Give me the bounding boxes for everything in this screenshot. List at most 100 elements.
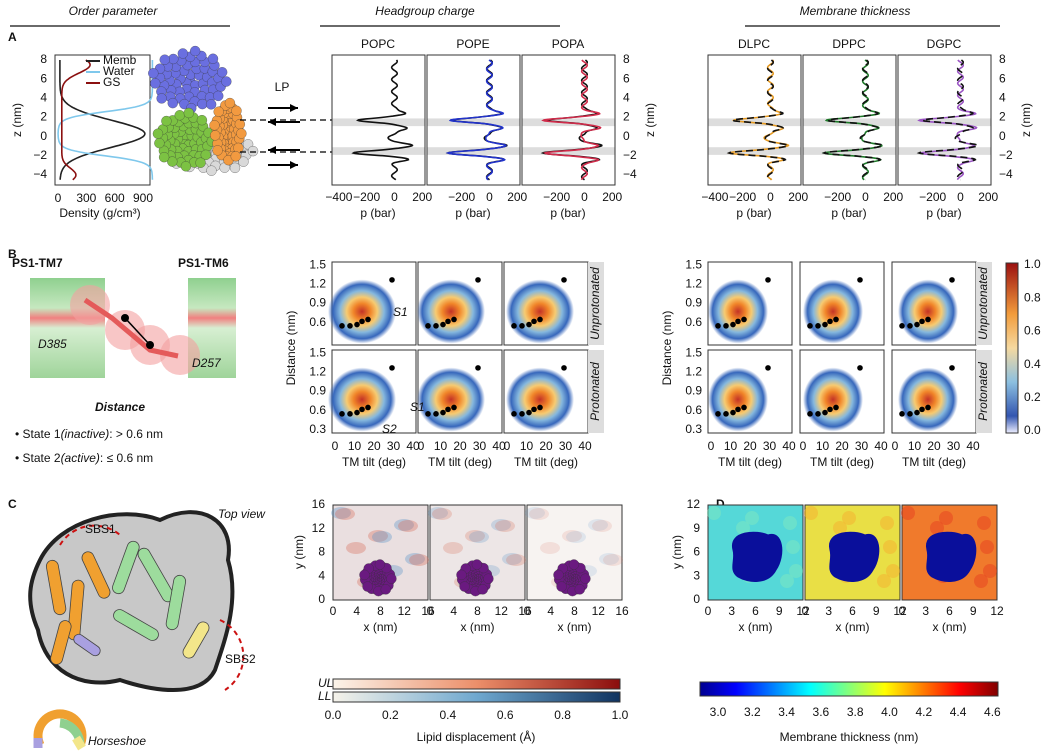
pressure-profile bbox=[726, 59, 789, 181]
bead bbox=[156, 93, 167, 104]
x-tick-label: 3 bbox=[922, 604, 929, 618]
bead bbox=[207, 53, 219, 64]
colorbar-tick-label: 0.6 bbox=[497, 708, 514, 722]
lp-label: LP bbox=[275, 80, 290, 94]
reference-point bbox=[949, 277, 955, 283]
bead bbox=[568, 559, 580, 570]
side-chain bbox=[160, 335, 200, 375]
x-tick-label: 0 bbox=[391, 190, 398, 204]
colorbar-tick-label: 0.2 bbox=[1024, 390, 1041, 404]
x-tick-label: 3 bbox=[825, 604, 832, 618]
panel-title: POPE bbox=[456, 37, 489, 51]
x-tick-label: 9 bbox=[970, 604, 977, 618]
pressure-profile bbox=[821, 59, 884, 181]
density-curve bbox=[59, 60, 146, 180]
displacement-patch bbox=[469, 531, 489, 543]
y-tick-label: 0 bbox=[318, 592, 325, 606]
reference-point bbox=[526, 321, 532, 328]
x-tick-label: 16 bbox=[615, 604, 629, 618]
y-tick-label: 0.9 bbox=[685, 384, 702, 398]
thickness-patch bbox=[789, 564, 803, 578]
x-tick-label: 0 bbox=[899, 604, 906, 618]
reference-point bbox=[919, 406, 925, 413]
reference-point bbox=[730, 409, 736, 416]
x-axis-label: p (bar) bbox=[455, 206, 490, 220]
reference-point bbox=[433, 411, 439, 417]
x-tick-label: 9 bbox=[776, 604, 783, 618]
x-tick-label: 300 bbox=[76, 191, 96, 205]
y-tick-label: 2 bbox=[623, 110, 630, 124]
x-axis-label: p (bar) bbox=[736, 206, 771, 220]
density-cloud bbox=[417, 279, 485, 344]
y-axis-label: Distance (nm) bbox=[660, 311, 674, 386]
displacement-patch bbox=[529, 508, 549, 520]
colorbar-tick-label: 0.4 bbox=[439, 708, 456, 722]
y-tick-label: 12 bbox=[312, 521, 326, 535]
y-tick-label: 12 bbox=[687, 497, 701, 511]
section-header: Order parameter bbox=[69, 4, 159, 18]
colorbar-tick-label: 3.2 bbox=[744, 705, 761, 719]
plot-frame bbox=[707, 54, 802, 186]
density-cloud bbox=[898, 367, 958, 432]
bead bbox=[197, 98, 208, 110]
reference-point bbox=[445, 406, 451, 413]
reference-point bbox=[815, 411, 821, 417]
x-tick-label: 0 bbox=[862, 190, 869, 204]
reference-point bbox=[451, 404, 457, 411]
bead bbox=[167, 97, 178, 109]
bead bbox=[190, 45, 201, 57]
reference-point bbox=[425, 411, 431, 417]
leaflet-label: LL bbox=[318, 689, 331, 703]
density-cloud bbox=[803, 367, 863, 432]
colorbar-label: Lipid displacement (Å) bbox=[417, 729, 536, 744]
y-tick-label: 1.2 bbox=[309, 365, 326, 379]
x-tick-label: 12 bbox=[893, 604, 907, 618]
y-tick-label: −2 bbox=[33, 148, 47, 162]
density-cloud bbox=[328, 279, 396, 344]
x-tick-label: 40 bbox=[406, 439, 420, 453]
x-axis-label: Density (g/cm³) bbox=[59, 206, 140, 220]
y-tick-label: 0.3 bbox=[309, 422, 326, 436]
side-chain-bonds bbox=[83, 297, 179, 359]
x-tick-label: −200 bbox=[353, 190, 380, 204]
reference-point bbox=[899, 411, 905, 417]
x-tick-label: 12 bbox=[592, 604, 606, 618]
legend-entry: Memb bbox=[103, 53, 137, 67]
plot-frame bbox=[331, 54, 426, 186]
y-tick-label: 0 bbox=[623, 129, 630, 143]
colorbar-tick-label: 0.4 bbox=[1024, 357, 1041, 371]
x-tick-label: 6 bbox=[752, 604, 759, 618]
x-tick-label: 12 bbox=[990, 604, 1004, 618]
site-label: S1 bbox=[410, 400, 425, 414]
row-label: Protonated bbox=[976, 362, 990, 421]
x-tick-label: 900 bbox=[133, 191, 153, 205]
reference-point bbox=[359, 406, 365, 413]
bead bbox=[152, 128, 164, 139]
state-part: : > 0.6 nm bbox=[109, 427, 163, 441]
x-tick-label: 0 bbox=[55, 191, 62, 205]
thickness-patch bbox=[842, 511, 856, 525]
bead bbox=[196, 115, 208, 126]
colorbar-tick-label: 0.6 bbox=[1024, 324, 1041, 338]
reference-point bbox=[765, 277, 771, 283]
thickness-patch bbox=[877, 574, 891, 588]
x-tick-label: 12 bbox=[398, 604, 412, 618]
density-cloud bbox=[506, 279, 574, 344]
y-tick-label: 0 bbox=[693, 592, 700, 606]
x-tick-label: 10 bbox=[348, 439, 362, 453]
reference-point bbox=[537, 404, 543, 411]
reference-point bbox=[519, 323, 525, 329]
density-cloud bbox=[708, 279, 768, 344]
plot-frame bbox=[897, 54, 992, 186]
thickness-patch bbox=[901, 506, 915, 520]
x-tick-label: −200 bbox=[448, 190, 475, 204]
colorbar-tick-label: 1.0 bbox=[1024, 257, 1041, 271]
bead bbox=[362, 581, 373, 592]
thickness-patch bbox=[833, 521, 847, 535]
helices bbox=[45, 540, 210, 665]
reference-point bbox=[511, 411, 517, 417]
bead bbox=[456, 569, 467, 581]
reference-point bbox=[561, 277, 567, 283]
reference-point bbox=[730, 321, 736, 328]
displacement-patch bbox=[495, 520, 515, 532]
